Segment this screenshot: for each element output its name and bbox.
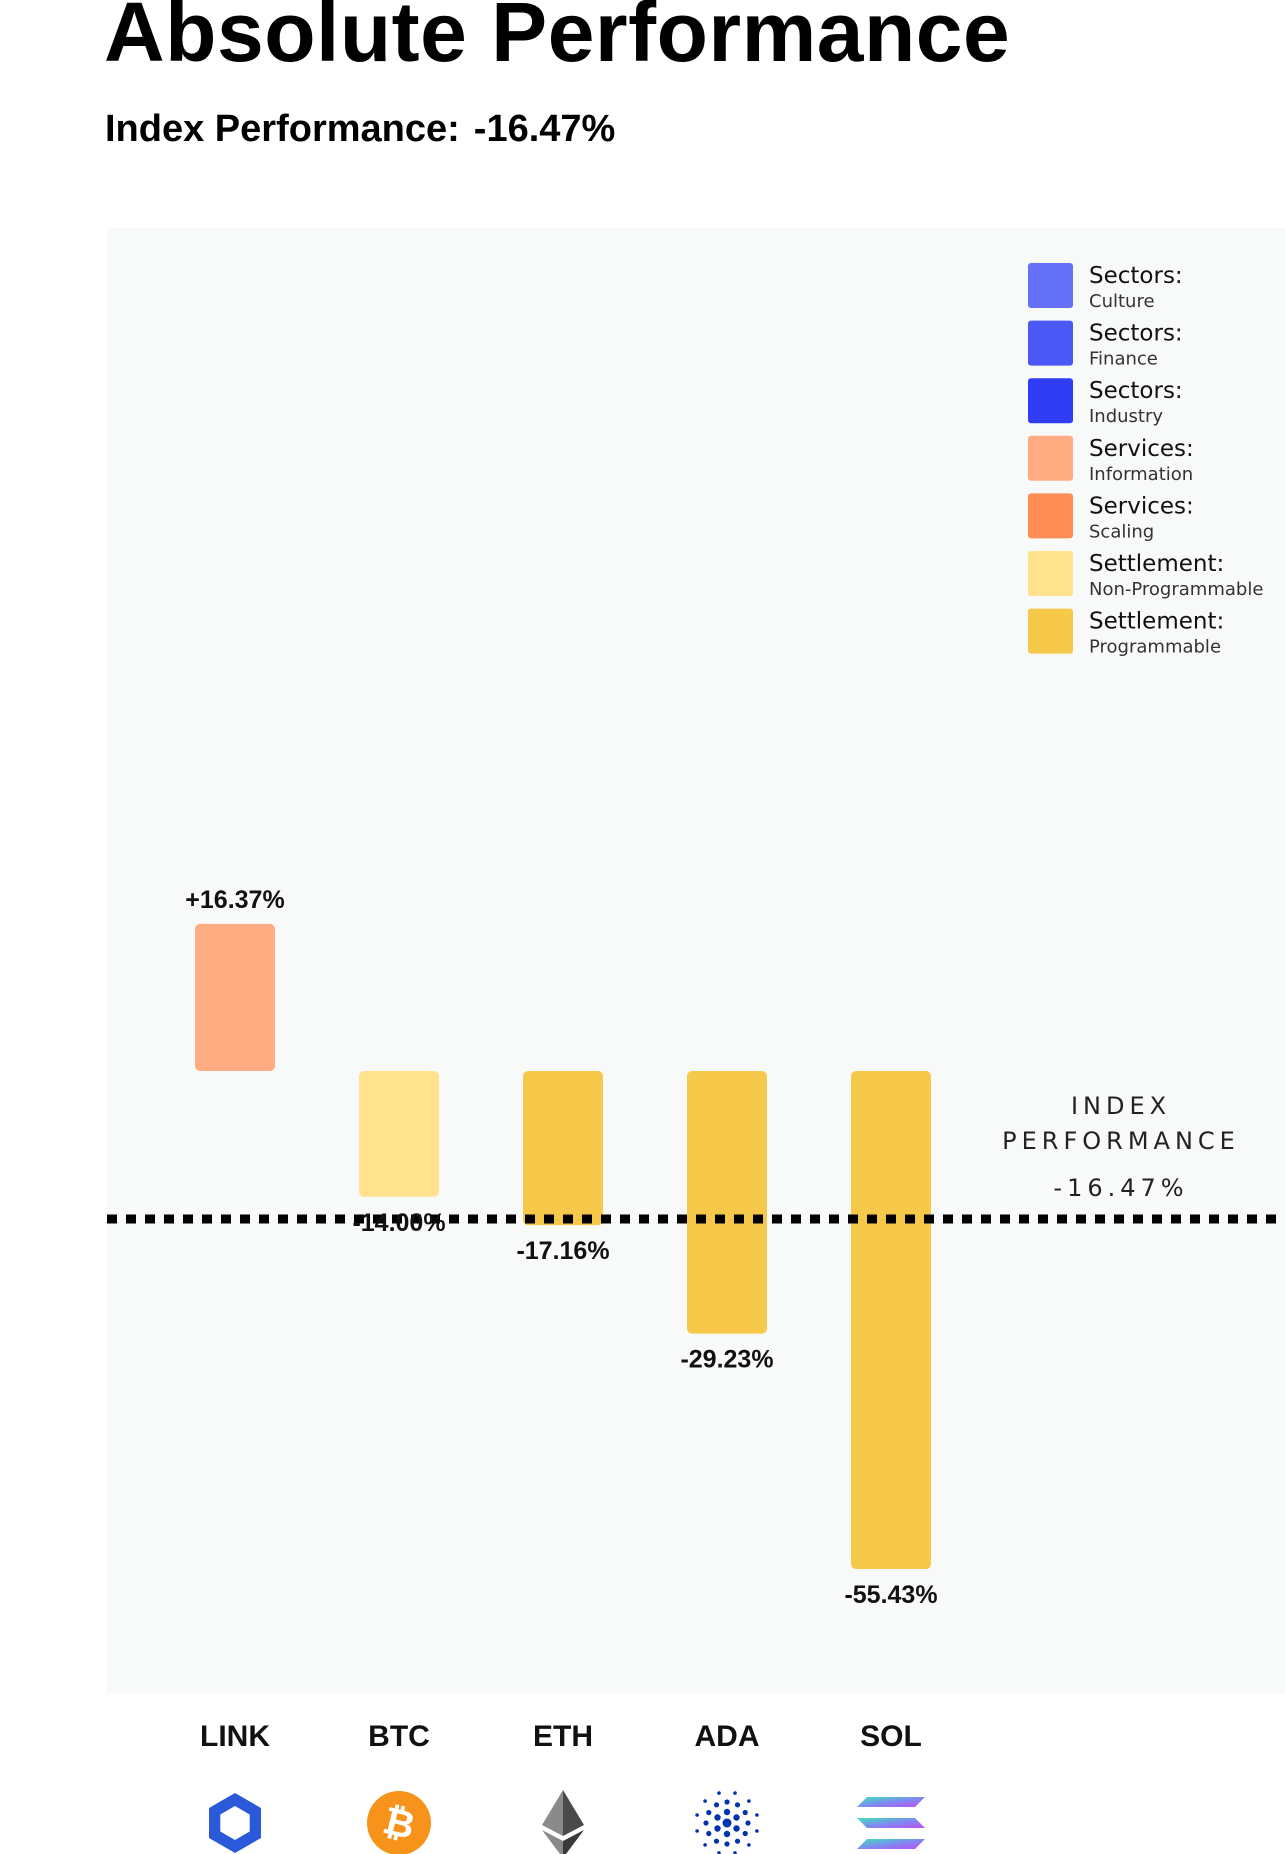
legend-swatch — [1028, 608, 1073, 654]
index-annotation-line2: PERFORMANCE — [1002, 1127, 1240, 1155]
index-annotation-line1: INDEX — [1071, 1092, 1171, 1120]
index-performance-label: Index Performance: — [105, 108, 460, 150]
legend-subtitle: Information — [1089, 464, 1193, 485]
value-label-eth: -17.16% — [516, 1237, 609, 1265]
bar-sol — [851, 1071, 931, 1570]
legend-title: Services: — [1089, 436, 1194, 462]
category-label-link: LINK — [200, 1720, 270, 1753]
legend-subtitle: Programmable — [1089, 637, 1221, 658]
bar-eth — [523, 1071, 603, 1226]
category-label-sol: SOL — [860, 1720, 922, 1753]
legend-title: Services: — [1089, 493, 1194, 519]
legend-title: Sectors: — [1089, 321, 1183, 347]
legend-subtitle: Non-Programmable — [1089, 579, 1263, 600]
legend-swatch — [1028, 320, 1073, 366]
legend-swatch — [1028, 493, 1073, 539]
legend-subtitle: Culture — [1089, 291, 1155, 312]
category-label-ada: ADA — [695, 1720, 760, 1753]
index-annotation: INDEX PERFORMANCE -16.47% — [1002, 1092, 1240, 1202]
legend: Sectors:CultureSectors:FinanceSectors:In… — [1028, 263, 1263, 658]
plot-area — [107, 228, 1285, 1693]
legend-subtitle: Scaling — [1089, 521, 1154, 542]
legend-title: Sectors: — [1089, 263, 1183, 289]
index-performance-summary: Index Performance: -16.47% — [105, 108, 615, 151]
category-labels: LINK BTC ETH ADA SOL — [200, 1720, 922, 1753]
value-label-link: +16.37% — [185, 886, 284, 914]
legend-title: Sectors: — [1089, 378, 1183, 404]
bar-value-labels: +16.37% -14.00% -17.16% -29.23% -55.43% — [185, 886, 937, 1609]
value-label-btc: -14.00% — [352, 1209, 445, 1237]
ethereum-icon — [542, 1790, 584, 1854]
legend-title: Settlement: — [1089, 551, 1224, 577]
page-title: Absolute Performance — [104, 0, 1011, 79]
solana-icon — [857, 1797, 925, 1849]
bars — [195, 923, 931, 1570]
index-annotation-value: -16.47% — [1053, 1174, 1188, 1202]
bitcoin-icon: ₿ — [367, 1791, 431, 1854]
cardano-icon — [695, 1791, 759, 1854]
legend-swatch — [1028, 551, 1073, 596]
bar-link — [195, 923, 275, 1071]
legend-swatch — [1028, 378, 1073, 424]
legend-subtitle: Industry — [1089, 406, 1163, 427]
chainlink-icon — [209, 1793, 261, 1853]
category-label-btc: BTC — [368, 1720, 430, 1753]
asset-icons: ₿ — [209, 1790, 925, 1854]
bar-ada — [687, 1071, 767, 1334]
legend-swatch — [1028, 435, 1073, 481]
legend-swatch — [1028, 263, 1073, 308]
legend-title: Settlement: — [1089, 609, 1224, 635]
value-label-ada: -29.23% — [680, 1346, 773, 1374]
category-label-eth: ETH — [533, 1720, 593, 1753]
index-performance-value: -16.47% — [473, 108, 616, 150]
value-label-sol: -55.43% — [844, 1581, 937, 1609]
bar-btc — [359, 1071, 439, 1197]
legend-subtitle: Finance — [1089, 349, 1158, 370]
